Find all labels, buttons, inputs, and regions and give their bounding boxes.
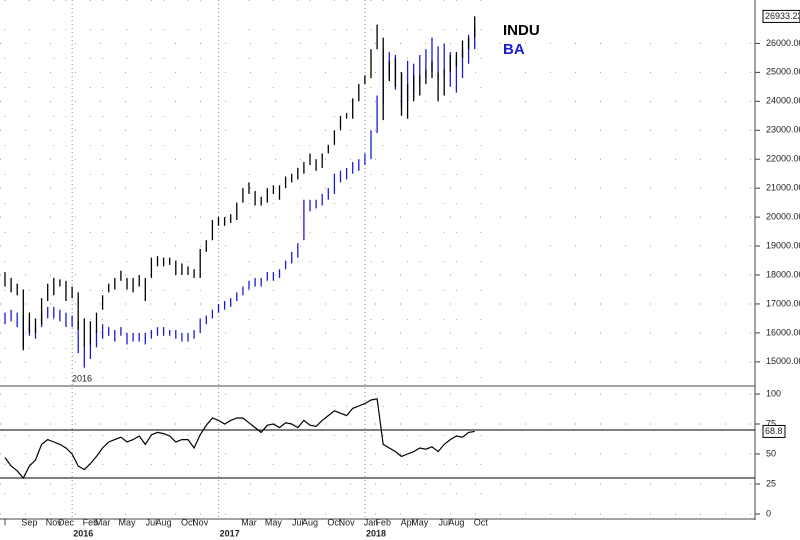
- x-year-label: 2018: [366, 528, 386, 538]
- y-tick-label: 20000.00: [766, 211, 800, 221]
- x-tick-label: Feb: [375, 517, 391, 527]
- x-tick-label: Jul: [146, 517, 158, 527]
- x-tick-label: Apr: [401, 517, 415, 527]
- x-tick-label: Oct: [474, 517, 489, 527]
- x-tick-label: Mar: [95, 517, 111, 527]
- x-year-label: 2016: [73, 528, 93, 538]
- legend-entry: INDU: [503, 22, 540, 39]
- x-tick-label: Aug: [156, 517, 172, 527]
- y-tick-label: 24000.00: [766, 96, 800, 106]
- x-tick-label: Oct: [181, 517, 196, 527]
- y-tick-label: 19000.00: [766, 240, 800, 250]
- y-tick-label: 21000.00: [766, 183, 800, 193]
- y-tick-label: 16000.00: [766, 327, 800, 337]
- annotation: 2016: [72, 373, 92, 383]
- x-year-label: 2017: [220, 528, 240, 538]
- legend-entry: BA: [503, 41, 525, 58]
- x-tick-label: May: [411, 517, 429, 527]
- oscillator-line: [4, 398, 475, 480]
- y-tick-label: 18000.00: [766, 269, 800, 279]
- last-value-label: 68.8: [765, 426, 783, 436]
- y-tick-label: 26000.00: [766, 38, 800, 48]
- y-tick-label: 25000.00: [766, 67, 800, 77]
- x-tick-label: Jan: [364, 517, 379, 527]
- y-tick-label: 25: [766, 478, 776, 488]
- y-tick-label: 23000.00: [766, 125, 800, 135]
- x-tick-label: May: [265, 517, 283, 527]
- y-tick-label: 22000.00: [766, 154, 800, 164]
- x-tick-label: Jul: [292, 517, 304, 527]
- last-value-box: [762, 424, 786, 438]
- x-tick-label: Feb: [83, 517, 99, 527]
- x-tick-label: Aug: [302, 517, 318, 527]
- y-tick-label: 0: [766, 508, 771, 518]
- y-tick-label: 100: [766, 388, 781, 398]
- last-price-box: [762, 9, 800, 23]
- y-tick-label: 17000.00: [766, 298, 800, 308]
- x-tick-label: Dec: [58, 517, 75, 527]
- y-tick-label: 75: [766, 418, 776, 428]
- x-tick-label: Nov: [46, 517, 63, 527]
- x-tick-label: May: [118, 517, 136, 527]
- y-tick-label: 15000.00: [766, 356, 800, 366]
- x-tick-label: Mar: [241, 517, 257, 527]
- x-tick-label: Oct: [327, 517, 342, 527]
- x-tick-label: Sep: [21, 517, 37, 527]
- x-tick-label: l: [4, 517, 6, 527]
- last-price-label: 26933.23: [765, 11, 800, 21]
- x-tick-label: Nov: [339, 517, 356, 527]
- x-tick-label: Aug: [448, 517, 464, 527]
- x-tick-label: Nov: [192, 517, 209, 527]
- x-tick-label: Jul: [438, 517, 450, 527]
- y-tick-label: 50: [766, 448, 776, 458]
